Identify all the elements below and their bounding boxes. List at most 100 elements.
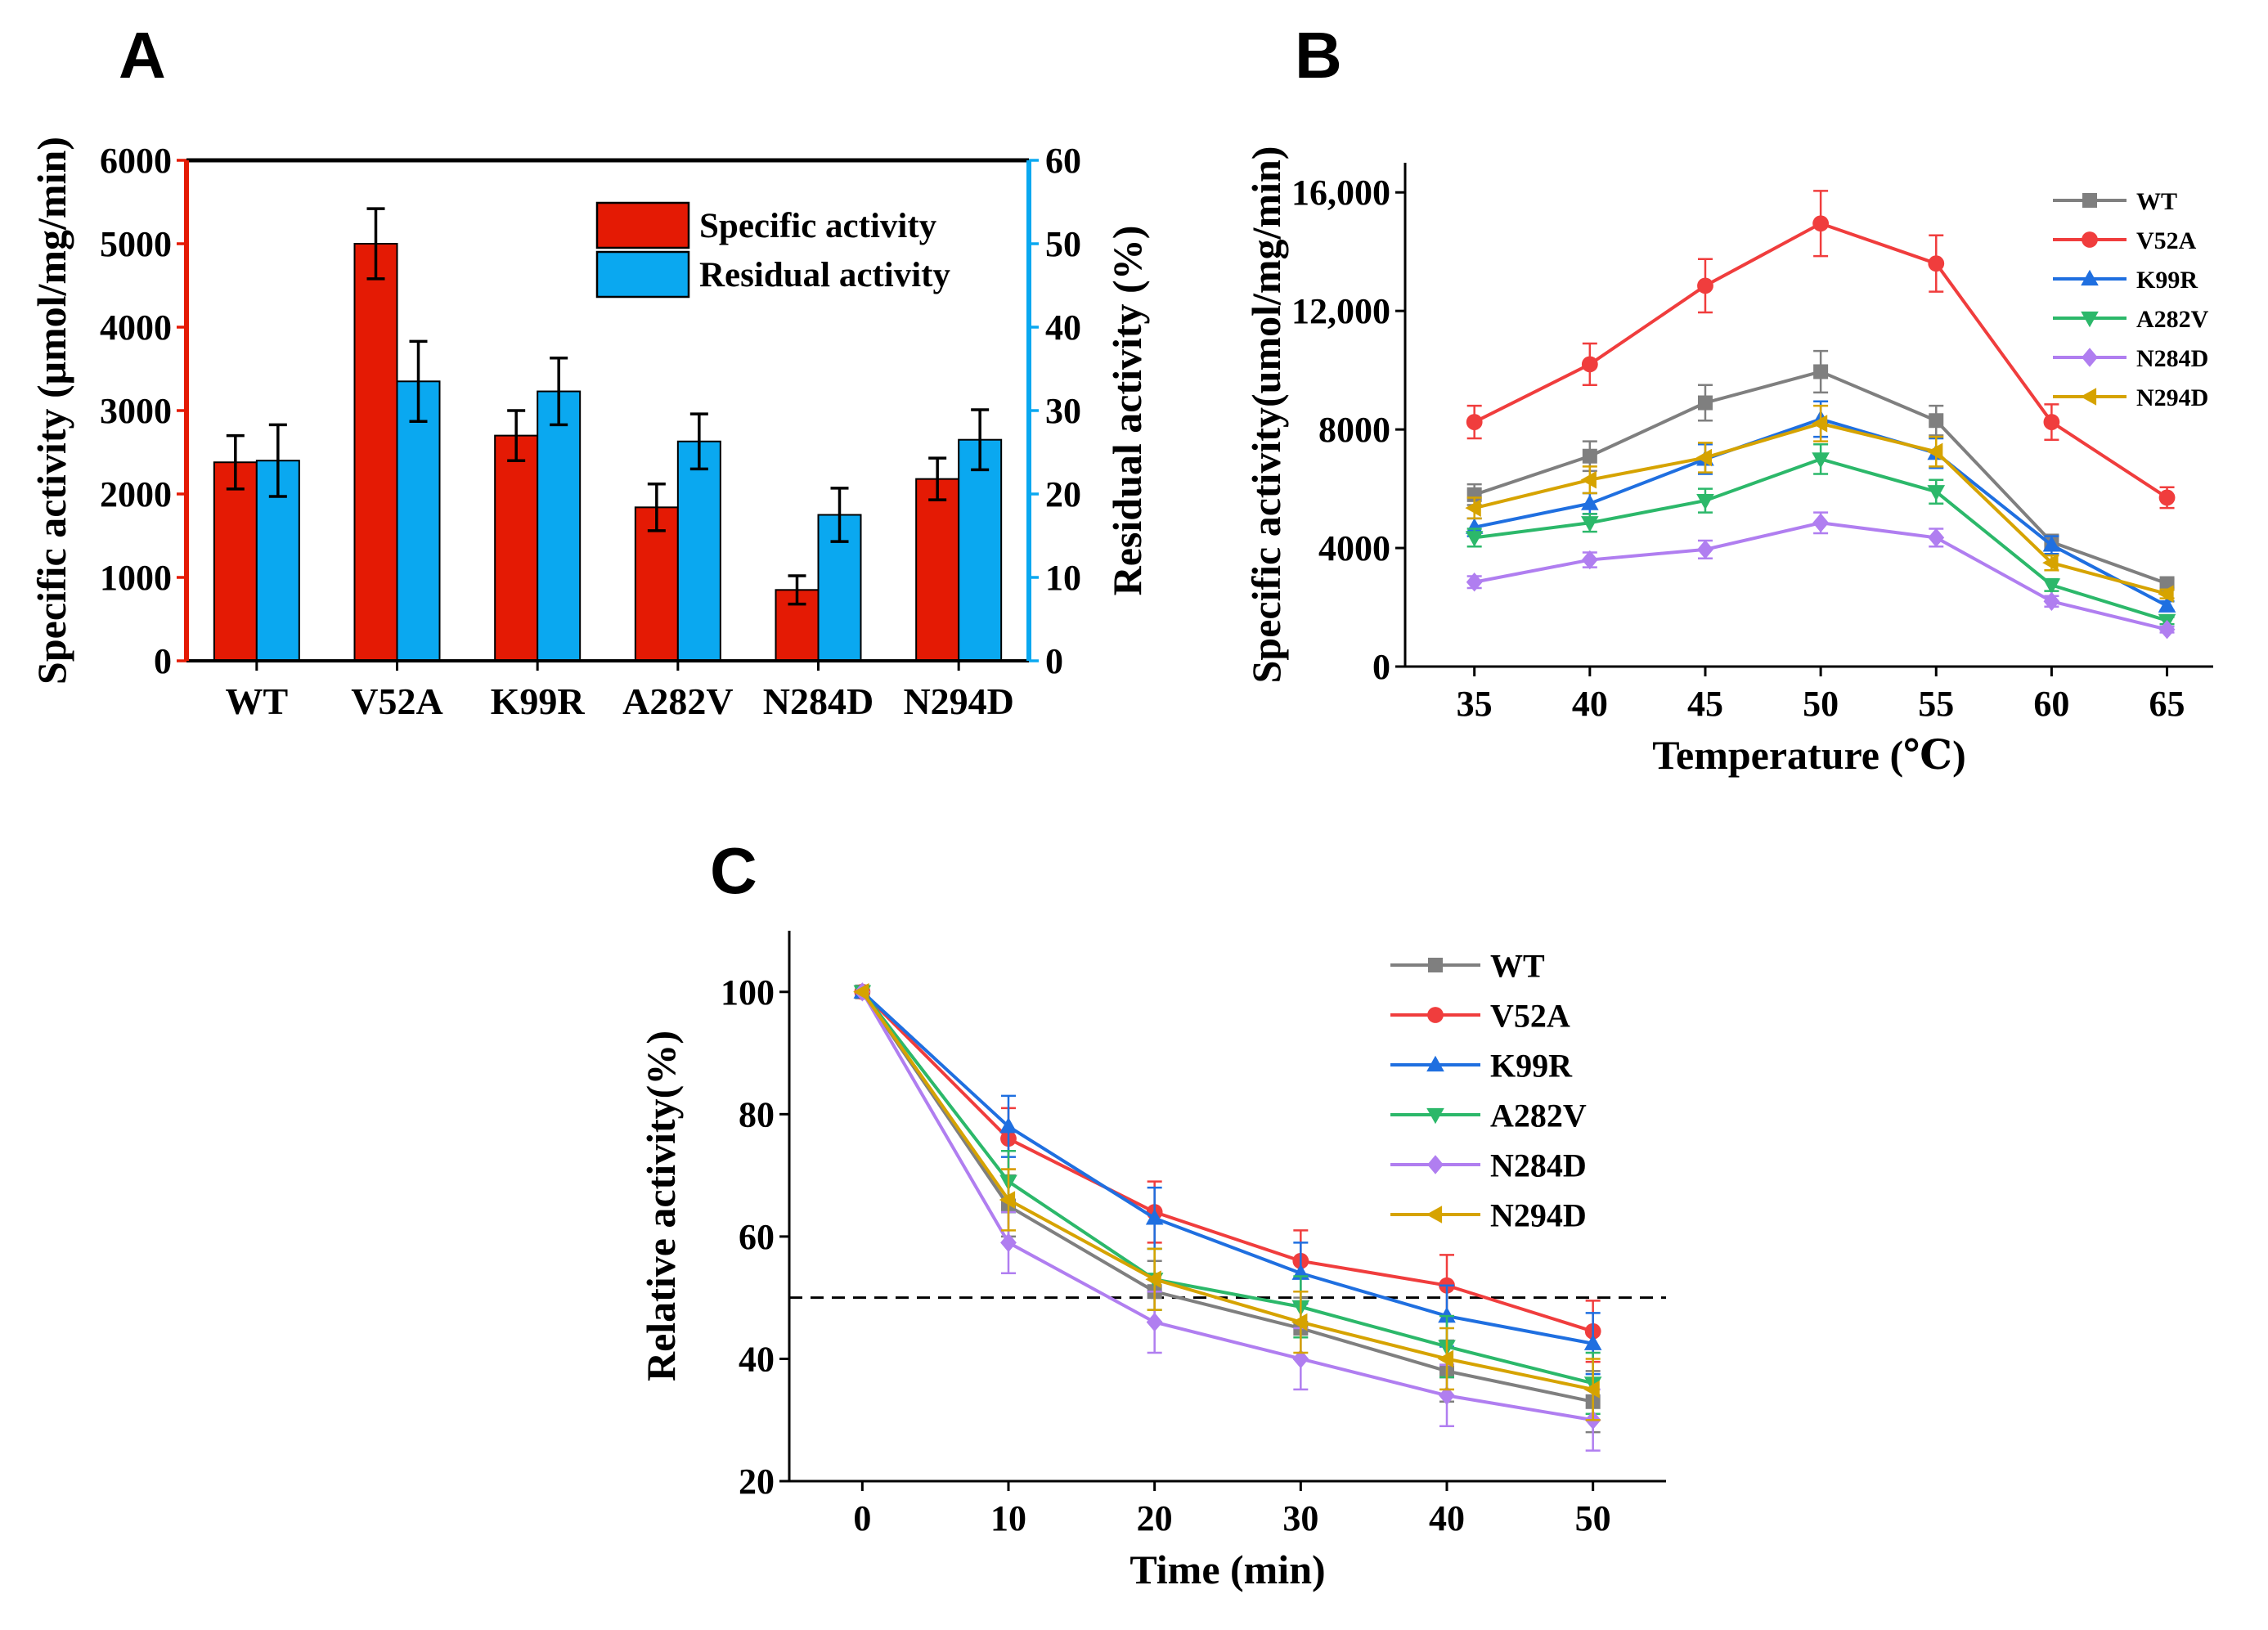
- data-point-n284d-2: [1697, 540, 1713, 559]
- data-point-n284d-1: [1581, 550, 1598, 570]
- data-point-n294d-0: [1465, 499, 1481, 517]
- series-line-wt: [860, 990, 1594, 1403]
- y-tick-label-right: 0: [1045, 641, 1063, 681]
- legend-label-v52a: V52A: [1490, 997, 1570, 1034]
- y-tick-label: 100: [721, 972, 775, 1013]
- x-tick-label: 55: [1918, 684, 1954, 724]
- data-point-n294d-3: [1811, 415, 1828, 433]
- data-point-wt-4: [1929, 413, 1944, 429]
- legend-marker-n284d: [1427, 1155, 1444, 1174]
- data-point-wt-3: [1813, 364, 1829, 379]
- data-point-n294d-4: [1927, 442, 1943, 461]
- data-point-wt-2: [1697, 395, 1713, 411]
- x-tick-label: A282V: [622, 680, 733, 722]
- x-tick-label: 65: [2149, 684, 2185, 724]
- legend-label-a282v: A282V: [1490, 1097, 1587, 1134]
- y-tick-label-left: 4000: [100, 308, 172, 348]
- data-point-n294d-3: [1291, 1313, 1308, 1331]
- error-bar-specific-activity-v52a: [366, 207, 385, 281]
- legend-swatch-residual-activity: [595, 250, 690, 299]
- y-axis-title-right: Residual activity (%): [1104, 226, 1150, 596]
- data-point-k99r-4: [1438, 1306, 1456, 1323]
- data-point-k99r-1: [999, 1117, 1017, 1134]
- bar-residual-activity-k99r: [537, 390, 582, 662]
- y-tick-label-right: 20: [1045, 474, 1081, 514]
- data-point-v52a-1: [1581, 356, 1598, 373]
- panel-label-b: B: [1295, 19, 1342, 92]
- x-axis-title: Temperature (℃): [1652, 732, 1965, 778]
- data-point-a282v-2: [1696, 493, 1714, 510]
- error-bar-residual-activity-n294d: [971, 408, 990, 472]
- x-tick-label: V52A: [351, 680, 442, 722]
- error-bar-specific-activity-wt: [226, 433, 245, 491]
- data-point-n294d-5: [2042, 554, 2059, 572]
- bar-residual-activity-n294d: [958, 438, 1003, 662]
- legend-label-k99r: K99R: [2136, 267, 2198, 294]
- data-point-wt-1: [1582, 448, 1597, 464]
- x-tick-label: 45: [1687, 684, 1723, 724]
- x-tick-label: 50: [1575, 1498, 1611, 1538]
- data-point-n294d-1: [999, 1191, 1016, 1209]
- data-point-k99r-2: [1145, 1209, 1164, 1225]
- legend-marker-wt: [2082, 193, 2097, 208]
- legend-marker-a282v: [1426, 1107, 1444, 1125]
- x-tick-label: 20: [1137, 1498, 1173, 1538]
- legend-marker-v52a: [1427, 1007, 1444, 1023]
- legend-marker-v52a: [2082, 231, 2098, 248]
- data-point-n284d-4: [1439, 1385, 1455, 1406]
- y-tick-label-left: 1000: [100, 558, 172, 598]
- x-tick-label: K99R: [491, 680, 586, 722]
- y-tick-label-right: 60: [1045, 141, 1081, 181]
- data-point-v52a-2: [1697, 277, 1713, 294]
- data-point-n284d-0: [1466, 573, 1483, 592]
- y-tick-label: 20: [739, 1462, 775, 1502]
- x-tick-label: N284D: [763, 680, 874, 722]
- legend-marker-wt: [1428, 958, 1443, 972]
- series-n284d: [1466, 511, 2176, 640]
- legend-label-wt: WT: [2136, 188, 2177, 215]
- data-point-n294d-2: [1695, 448, 1713, 467]
- legend-label-n284d: N284D: [2136, 345, 2208, 372]
- legend-marker-n294d: [2080, 388, 2097, 406]
- x-tick-label: 0: [853, 1498, 871, 1538]
- data-point-k99r-5: [2042, 536, 2061, 552]
- bar-specific-activity-n294d: [915, 478, 960, 662]
- y-tick-label-left: 2000: [100, 474, 172, 514]
- panel-label-c: C: [710, 834, 757, 907]
- y-tick-label: 4000: [1318, 528, 1390, 568]
- data-point-n284d-1: [1000, 1233, 1017, 1253]
- series-a282v: [1465, 442, 2176, 631]
- y-tick-label-left: 6000: [100, 141, 172, 181]
- data-point-a282v-4: [1927, 485, 1946, 501]
- legend-label-k99r: K99R: [1490, 1047, 1573, 1084]
- legend-label-residual-activity: Residual activity: [699, 256, 950, 294]
- legend-marker-k99r: [1426, 1055, 1444, 1072]
- legend-label-wt: WT: [1490, 947, 1545, 984]
- data-point-k99r-6: [2158, 596, 2176, 613]
- y-tick-label: 0: [1372, 647, 1390, 687]
- data-point-n294d-0: [853, 982, 869, 1001]
- series-line-n294d: [860, 990, 1594, 1391]
- y-axis-title: Relative activity(%): [638, 1031, 684, 1381]
- series-line-k99r: [860, 990, 1594, 1345]
- data-point-n284d-3: [1812, 513, 1830, 532]
- data-point-n294d-2: [1145, 1270, 1161, 1289]
- chart-c: 0 10 20 30 40 50 20 40 60 80 100 Time (min) Relative…: [638, 931, 1666, 1592]
- y-axis-title: Specific activity(umol/mg/min): [1243, 146, 1289, 684]
- data-point-v52a-5: [2043, 414, 2060, 430]
- y-axis-title-left: Specific activity (μmol/mg/min): [29, 137, 74, 685]
- data-point-n294d-5: [1583, 1381, 1600, 1399]
- panel-label-a: A: [119, 19, 166, 92]
- data-point-a282v-3: [1812, 452, 1830, 469]
- y-tick-label-left: 5000: [100, 224, 172, 264]
- legend-swatch-specific-activity: [595, 201, 690, 249]
- data-point-n294d-1: [1580, 470, 1597, 489]
- x-tick-label: N294D: [903, 680, 1013, 722]
- bar-residual-activity-v52a: [396, 380, 441, 662]
- legend-label-v52a: V52A: [2136, 227, 2197, 254]
- data-point-n294d-6: [2158, 585, 2174, 604]
- data-point-k99r-5: [1583, 1334, 1602, 1350]
- error-bar-residual-activity-a282v: [689, 412, 708, 471]
- error-bar-residual-activity-wt: [268, 423, 287, 498]
- legend-marker-a282v: [2081, 311, 2099, 328]
